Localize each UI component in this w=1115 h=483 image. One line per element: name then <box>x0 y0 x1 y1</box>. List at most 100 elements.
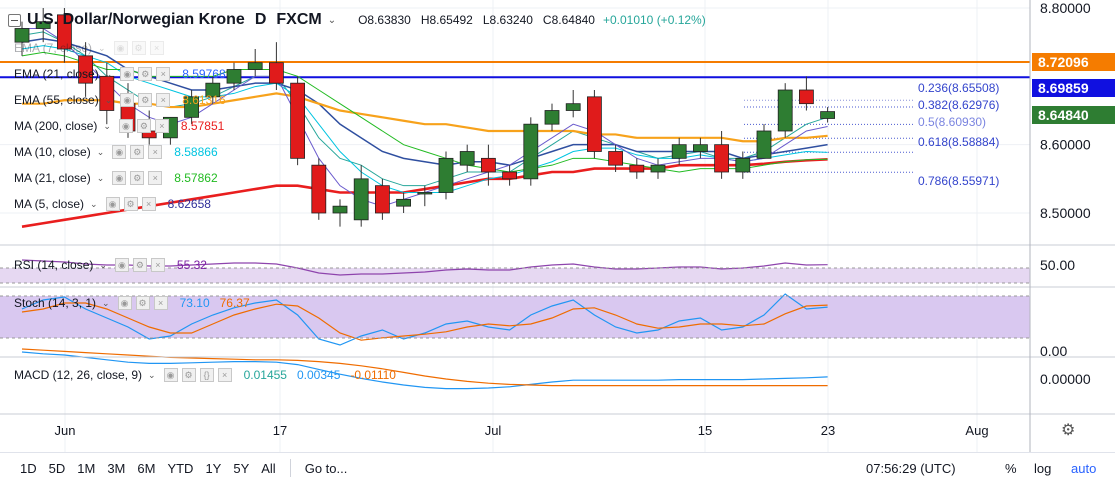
chevron-down-icon[interactable]: ⌄ <box>96 146 105 157</box>
gear-icon[interactable]: ⚙ <box>130 145 145 159</box>
gear-icon[interactable]: ⚙ <box>138 67 153 81</box>
gear-icon[interactable]: ⚙ <box>138 93 153 107</box>
braces-icon[interactable]: {} <box>199 368 214 382</box>
interval-label[interactable]: D <box>254 11 267 28</box>
goto-button[interactable]: Go to... <box>304 460 348 476</box>
eye-icon[interactable]: ◉ <box>112 145 127 159</box>
candle-up <box>650 164 666 173</box>
price-axis-tick: 8.50000 <box>1040 205 1091 221</box>
eye-icon[interactable]: ◉ <box>112 171 127 185</box>
time-axis-label: Aug <box>965 423 988 438</box>
gear-icon[interactable]: ⚙ <box>1061 422 1076 439</box>
axis-ticks: 8.80000 8.60000 8.50000 50.00 0.00 0.00000 Jun… <box>55 0 1091 438</box>
eye-icon[interactable]: ◉ <box>114 258 129 272</box>
candle-up <box>35 21 51 29</box>
chevron-down-icon[interactable]: ⌄ <box>102 297 110 308</box>
timeframe-6m[interactable]: 6M <box>137 460 156 476</box>
pane-separators[interactable] <box>0 244 1115 415</box>
indicator-ema-55[interactable]: EMA (55, close) ⌄ ◉ ⚙ × 8.61316 <box>14 92 226 108</box>
indicator-name: EMA (7, close) <box>14 41 93 55</box>
candle-up <box>332 205 348 214</box>
chevron-down-icon[interactable]: ⌄ <box>104 68 113 79</box>
candle-up <box>756 130 772 159</box>
time-axis-label: Jun <box>55 423 76 438</box>
candle-up <box>523 123 539 180</box>
eye-icon[interactable]: ◉ <box>120 93 135 107</box>
close-icon[interactable]: × <box>154 119 169 133</box>
candle-down <box>714 144 729 173</box>
close-icon[interactable]: × <box>141 197 156 211</box>
indicator-name: MACD (12, 26, close, 9) <box>14 368 143 382</box>
gear-icon[interactable]: ⚙ <box>130 171 145 185</box>
stoch-d-value: 76.37 <box>219 296 250 310</box>
eye-icon[interactable]: ◉ <box>118 119 133 133</box>
indicator-ma-10[interactable]: MA (10, close) ⌄ ◉ ⚙ × 8.58866 <box>14 144 218 160</box>
gear-icon[interactable]: ⚙ <box>131 41 146 55</box>
auto-toggle[interactable]: auto <box>1071 460 1097 476</box>
chevron-down-icon[interactable]: ⌄ <box>327 14 337 26</box>
timeframe-ytd[interactable]: YTD <box>167 460 194 476</box>
timeframe-1y[interactable]: 1Y <box>205 460 222 476</box>
close-icon[interactable]: × <box>153 296 168 310</box>
clock-utc[interactable]: 07:56:29 (UTC) <box>866 460 956 476</box>
timeframe-1d[interactable]: 1D <box>20 460 37 476</box>
chevron-down-icon[interactable]: ⌄ <box>103 120 111 131</box>
candle-down <box>608 151 623 166</box>
indicator-value: 8.57851 <box>180 119 225 133</box>
chevron-down-icon[interactable]: ⌄ <box>99 259 107 270</box>
candle-up <box>396 198 412 207</box>
indicator-value: 8.62658 <box>167 197 211 211</box>
indicator-ma-21[interactable]: MA (21, close) ⌄ ◉ ⚙ × 8.57862 <box>14 170 218 186</box>
fib-label-0618: 0.618(8.58884) <box>918 135 1000 149</box>
gear-icon[interactable]: ⚙ <box>136 119 151 133</box>
chevron-down-icon[interactable]: ⌄ <box>148 369 156 380</box>
gear-icon[interactable]: ⚙ <box>132 258 147 272</box>
indicator-name: MA (21, close) <box>14 171 91 185</box>
candle-down <box>587 96 602 152</box>
indicator-ma-200[interactable]: MA (200, close) ⌄ ◉ ⚙ × 8.57851 <box>14 118 224 134</box>
indicator-ema-21[interactable]: EMA (21, close) ⌄ ◉ ⚙ × 8.59768 <box>14 66 226 82</box>
macd-hist-value: 0.01455 <box>243 368 287 382</box>
timeframe-3m[interactable]: 3M <box>107 460 126 476</box>
indicator-ma-5[interactable]: MA (5, close) ⌄ ◉ ⚙ × 8.62658 <box>14 196 211 212</box>
timeframe-5y[interactable]: 5Y <box>233 460 250 476</box>
source-label[interactable]: FXCM <box>276 11 322 28</box>
fib-label-0382: 0.382(8.62976) <box>918 98 1000 112</box>
indicator-ema-7[interactable]: EMA (7, close) ⌄ ◉ ⚙ × <box>14 40 168 56</box>
indicator-rsi[interactable]: RSI (14, close) ⌄ ◉ ⚙ × 55.32 <box>14 257 207 273</box>
gear-icon[interactable]: ⚙ <box>181 368 196 382</box>
percent-toggle[interactable]: % <box>1005 460 1017 476</box>
close-icon[interactable]: × <box>148 171 163 185</box>
close-icon[interactable]: × <box>150 258 165 272</box>
eye-icon[interactable]: ◉ <box>105 197 120 211</box>
log-toggle[interactable]: log <box>1034 460 1052 476</box>
candle-down <box>502 171 518 180</box>
gear-icon[interactable]: ⚙ <box>123 197 138 211</box>
close-icon[interactable]: × <box>156 93 171 107</box>
close-icon[interactable]: × <box>149 41 164 55</box>
candle-down <box>799 89 814 105</box>
horizontal-levels[interactable] <box>0 61 1030 79</box>
eye-icon[interactable]: ◉ <box>117 296 132 310</box>
candle-down <box>78 55 93 84</box>
timeframe-all[interactable]: All <box>261 460 276 476</box>
chevron-down-icon[interactable]: ⌄ <box>96 172 105 183</box>
chevron-down-icon[interactable]: ⌄ <box>104 94 113 105</box>
gear-icon[interactable]: ⚙ <box>135 296 150 310</box>
indicator-name: MA (10, close) <box>14 145 91 159</box>
eye-icon[interactable]: ◉ <box>163 368 178 382</box>
timeframe-5d[interactable]: 5D <box>48 460 66 476</box>
chevron-down-icon[interactable]: ⌄ <box>98 42 106 53</box>
eye-icon[interactable]: ◉ <box>113 41 128 55</box>
symbol-title[interactable]: U.S. Dollar/Norwegian Krone <box>27 11 245 28</box>
timeframe-1m[interactable]: 1M <box>77 460 96 476</box>
indicator-stoch[interactable]: Stoch (14, 3, 1) ⌄ ◉ ⚙ × 73.10 76.37 <box>14 295 250 311</box>
close-icon[interactable]: × <box>148 145 163 159</box>
close-icon[interactable]: × <box>156 67 171 81</box>
close-icon[interactable]: × <box>217 368 232 382</box>
chevron-down-icon[interactable]: ⌄ <box>90 198 98 209</box>
eye-icon[interactable]: ◉ <box>120 67 135 81</box>
indicator-macd[interactable]: MACD (12, 26, close, 9) ⌄ ◉ ⚙ {} × 0.014… <box>14 367 396 383</box>
candlesticks[interactable] <box>14 8 835 227</box>
collapse-icon[interactable] <box>8 13 21 27</box>
